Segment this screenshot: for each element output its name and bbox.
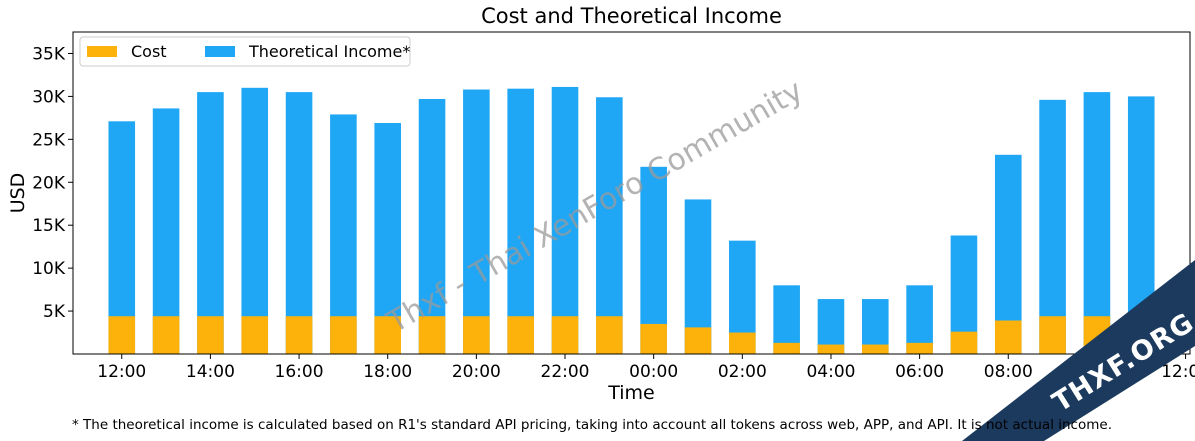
- x-tick-label: 22:00: [541, 362, 590, 382]
- y-tick-label: 35K: [32, 44, 66, 64]
- x-tick-label: 06:00: [895, 362, 944, 382]
- income-bar: [773, 285, 800, 354]
- income-bar: [1039, 99, 1066, 355]
- legend-box: [79, 36, 411, 67]
- cost-bar: [950, 331, 978, 354]
- cost-bar: [729, 332, 756, 354]
- income-bar: [285, 92, 313, 355]
- legend-label: Theoretical Income*: [248, 42, 410, 61]
- x-tick-label: 18:00: [363, 362, 412, 382]
- cost-bar: [596, 316, 623, 354]
- cost-bar: [994, 320, 1022, 354]
- legend-swatch: [205, 46, 235, 57]
- y-tick-label: 15K: [32, 216, 66, 236]
- legend-label: Cost: [131, 42, 167, 61]
- income-bar: [640, 166, 667, 354]
- y-tick-label: 5K: [43, 302, 66, 322]
- x-tick-label: 08:00: [984, 362, 1033, 382]
- x-tick-label: 14:00: [186, 362, 235, 382]
- x-tick-label: 12:00: [1161, 362, 1195, 382]
- plot-frame: [72, 31, 1191, 355]
- income-bar: [906, 285, 933, 354]
- cost-bar: [418, 316, 446, 354]
- income-bar: [108, 121, 136, 354]
- income-bar: [507, 88, 534, 354]
- cost-bar: [463, 316, 490, 354]
- axis-ticks: 5K 10K 15K 20K 25K 30K 35K 12:00 14:00 16:00 18:00…: [32, 44, 1195, 382]
- cost-bar: [330, 316, 357, 354]
- cost-bar: [551, 316, 579, 354]
- cost-bar: [861, 344, 889, 354]
- income-bar: [463, 89, 490, 354]
- y-tick-label: 30K: [32, 87, 66, 107]
- x-tick-label: 16:00: [275, 362, 324, 382]
- cost-bar: [817, 344, 845, 354]
- income-bar: [374, 123, 402, 354]
- cost-bar: [152, 316, 180, 354]
- cost-bar: [906, 342, 933, 354]
- x-tick-label: 12:00: [97, 362, 146, 382]
- cost-bar: [640, 323, 667, 354]
- x-tick-label: 20:00: [452, 362, 501, 382]
- cost-bar: [1039, 316, 1066, 354]
- cost-bar: [108, 316, 136, 354]
- cost-bar: [241, 316, 269, 354]
- legend: Cost Theoretical Income*: [79, 36, 411, 67]
- cost-bar: [684, 327, 712, 354]
- income-bar: [596, 97, 623, 354]
- cost-bar: [507, 316, 534, 354]
- cost-bar: [773, 342, 800, 354]
- footnote: * The theoretical income is calculated b…: [72, 417, 1112, 433]
- axes: [72, 31, 1191, 355]
- y-tick-label: 10K: [32, 259, 66, 279]
- income-bar: [197, 92, 224, 355]
- income-bar: [418, 98, 446, 354]
- income-bar: [241, 87, 269, 355]
- x-tick-label: 02:00: [718, 362, 767, 382]
- chart-title: Cost and Theoretical Income: [481, 4, 782, 28]
- income-bar: [551, 86, 579, 355]
- x-tick-label: 04:00: [806, 362, 855, 382]
- y-tick-label: 25K: [32, 130, 66, 150]
- income-bar: [152, 108, 180, 355]
- bar-marks: [108, 86, 1155, 355]
- x-axis-label: Time: [607, 382, 655, 404]
- x-tick-label: 00:00: [629, 362, 678, 382]
- y-tick-label: 20K: [32, 173, 66, 193]
- cost-bar: [374, 316, 402, 354]
- income-bar: [330, 114, 357, 354]
- cost-bar: [197, 316, 224, 354]
- y-axis-label: USD: [7, 173, 29, 214]
- badge-ribbon: [962, 260, 1195, 441]
- income-bar: [1083, 92, 1111, 355]
- cost-bar: [285, 316, 313, 354]
- legend-swatch: [87, 46, 117, 57]
